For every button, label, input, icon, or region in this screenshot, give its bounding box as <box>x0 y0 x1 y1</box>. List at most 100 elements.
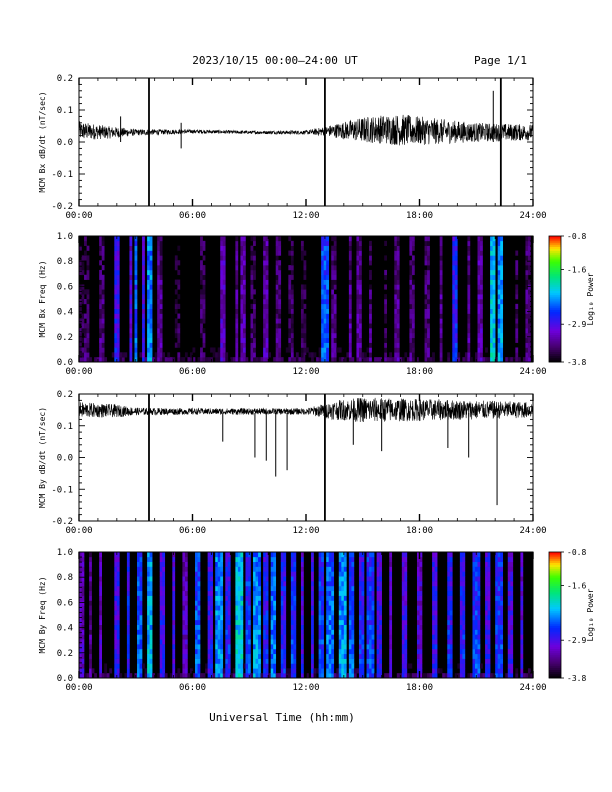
spectrogram-cell <box>142 260 145 266</box>
spectrogram-cell <box>369 629 372 635</box>
spectrogram-cell <box>182 552 186 558</box>
spectrogram-cell <box>527 313 531 319</box>
spectrogram-cell <box>331 610 335 616</box>
spectrogram-cell <box>384 294 388 300</box>
spectrogram-cell <box>439 274 443 280</box>
spectrogram-cell <box>300 294 304 300</box>
spectrogram-cell <box>139 556 143 562</box>
spectrogram-cell <box>419 673 423 679</box>
spectrogram-cell <box>162 561 166 567</box>
spectrogram-cell <box>174 308 178 314</box>
spectrogram-cell <box>462 648 466 655</box>
spectrogram-cell <box>184 595 188 601</box>
spectrogram-cell <box>369 610 372 616</box>
spectrogram-cell <box>356 323 360 329</box>
spectrogram-cell <box>86 332 90 339</box>
spectrogram-cell <box>457 352 461 358</box>
spectrogram-cell <box>343 571 347 577</box>
spectrogram-cell <box>255 634 259 640</box>
spectrogram-cell <box>263 303 266 309</box>
spectrogram-cell <box>487 634 491 640</box>
spectrogram-cell <box>449 624 453 630</box>
spectrogram-cell <box>280 663 284 669</box>
heatmap-panel-3: 00:00 06:00 12:00 18:00 24:000.00.20.40.60.8… <box>38 548 595 693</box>
spectrogram-cell <box>157 352 161 358</box>
spectrogram-cell <box>394 357 398 363</box>
spectrogram-cell <box>492 260 496 266</box>
spectrogram-cell <box>452 328 456 334</box>
spectrogram-cell <box>235 342 239 348</box>
spectrogram-cell <box>472 615 476 621</box>
spectrogram-cell <box>472 556 476 562</box>
spectrogram-cell <box>472 605 476 611</box>
spectrogram-cell <box>485 581 488 587</box>
spectrogram-cell <box>265 260 269 266</box>
spectrogram-cell <box>283 653 287 659</box>
spectrogram-cell <box>149 648 153 655</box>
spectrogram-cell <box>313 352 317 358</box>
spectrogram-cell <box>172 610 176 616</box>
spectrogram-cell <box>348 576 352 582</box>
spectrogram-cell <box>490 240 493 246</box>
spectrogram-cell <box>487 639 491 645</box>
spectrogram-cell <box>323 337 327 343</box>
spectrogram-cell <box>427 265 430 271</box>
spectrogram-cell <box>379 644 382 650</box>
spectrogram-cell <box>237 590 241 596</box>
spectrogram-cell <box>137 571 140 577</box>
spectrogram-cell <box>500 284 504 290</box>
spectrogram-cell <box>474 561 478 567</box>
spectrogram-cell <box>333 299 337 305</box>
spectrogram-cell <box>411 245 415 251</box>
colorbar-tick-label: -0.8 <box>567 232 586 241</box>
spectrogram-cell <box>510 556 514 562</box>
spectrogram-cell <box>492 265 496 271</box>
spectrogram-cell <box>142 357 145 363</box>
spectrogram-cell <box>119 357 123 363</box>
spectrogram-cell <box>278 323 282 329</box>
spectrogram-cell <box>477 318 481 324</box>
colorbar-swatch <box>549 278 561 281</box>
spectrogram-cell <box>235 648 239 655</box>
spectrogram-cell <box>348 600 352 606</box>
spectrogram-cell <box>394 289 398 295</box>
spectrogram-cell <box>149 571 153 577</box>
spectrogram-cell <box>424 279 428 285</box>
spectrogram-cell <box>376 595 380 601</box>
spectrogram-cell <box>177 313 181 319</box>
spectrogram-cell <box>137 648 140 655</box>
spectrogram-cell <box>462 605 466 611</box>
colorbar-swatch <box>549 631 561 635</box>
spectrogram-cell <box>116 245 120 251</box>
spectrogram-cell <box>358 581 362 587</box>
spectrogram-cell <box>225 610 229 616</box>
spectrogram-cell <box>510 648 514 655</box>
spectrogram-cell <box>240 352 244 358</box>
spectrogram-cell <box>495 590 498 596</box>
spectrogram-cell <box>273 658 277 664</box>
spectrogram-cell <box>280 644 284 650</box>
spectrogram-cell <box>459 590 463 596</box>
spectrogram-cell <box>283 668 287 674</box>
colorbar-swatch <box>549 627 561 631</box>
spectrogram-cell <box>356 265 360 271</box>
spectrogram-cell <box>114 250 118 256</box>
spectrogram-cell <box>139 352 143 358</box>
spectrogram-cell <box>376 600 380 606</box>
spectrogram-cell <box>409 294 413 300</box>
spectrogram-cell <box>439 318 443 324</box>
spectrogram-cell <box>462 658 466 664</box>
spectrogram-cell <box>240 571 244 577</box>
spectrogram-cell <box>442 673 446 679</box>
spectrogram-cell <box>245 615 249 621</box>
spectrogram-cell <box>182 571 186 577</box>
spectrogram-cell <box>245 624 249 630</box>
spectrogram-cell <box>414 673 418 679</box>
spectrogram-cell <box>270 634 274 640</box>
spectrogram-cell <box>419 576 423 582</box>
spectrogram-cell <box>101 274 105 280</box>
spectrogram-cell <box>348 299 352 305</box>
spectrogram-cell <box>326 245 329 251</box>
spectrogram-cell <box>326 605 329 611</box>
spectrogram-cell <box>114 561 118 567</box>
